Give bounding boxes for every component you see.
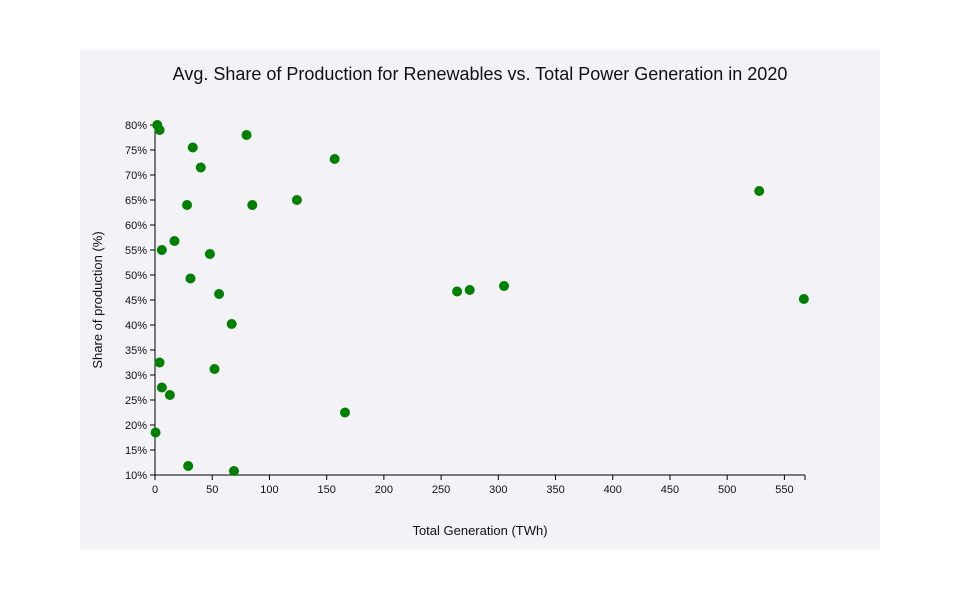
y-tick-label: 30% bbox=[125, 370, 147, 382]
y-tick-label: 65% bbox=[125, 195, 147, 207]
x-axis-title: Total Generation (TWh) bbox=[412, 523, 547, 538]
y-tick-label: 75% bbox=[125, 145, 147, 157]
data-point[interactable] bbox=[329, 154, 340, 164]
y-axis-title: Share of production (%) bbox=[90, 231, 105, 368]
data-point[interactable] bbox=[499, 281, 510, 291]
x-tick-label: 200 bbox=[375, 484, 393, 496]
x-tick-label: 100 bbox=[260, 484, 278, 496]
data-point[interactable] bbox=[226, 319, 237, 329]
data-point[interactable] bbox=[154, 125, 165, 135]
y-tick-label: 40% bbox=[125, 320, 147, 332]
data-point[interactable] bbox=[150, 427, 161, 438]
x-axis: 0 50 100 150 200 250 300 350 400 450 500 550 bbox=[152, 474, 806, 496]
y-axis: 10% 15% 20% 25% 30% 35% 40% 45% 50% 55% 60% 65% 70% 7… bbox=[125, 120, 156, 482]
data-point[interactable] bbox=[204, 249, 215, 259]
y-tick-label: 50% bbox=[125, 270, 147, 282]
data-point[interactable] bbox=[464, 285, 475, 295]
x-tick-label: 350 bbox=[546, 484, 564, 496]
data-point[interactable] bbox=[214, 289, 225, 299]
data-point[interactable] bbox=[241, 130, 252, 140]
data-points bbox=[150, 120, 809, 476]
y-tick-label: 10% bbox=[125, 470, 147, 482]
data-point[interactable] bbox=[798, 294, 809, 304]
y-tick-label: 25% bbox=[125, 395, 147, 407]
data-point[interactable] bbox=[187, 142, 198, 153]
data-point[interactable] bbox=[154, 357, 165, 368]
y-tick-label: 70% bbox=[125, 170, 147, 182]
data-point[interactable] bbox=[183, 461, 194, 471]
data-point[interactable] bbox=[164, 390, 175, 400]
data-point[interactable] bbox=[754, 186, 765, 196]
data-point[interactable] bbox=[247, 200, 258, 210]
y-tick-label: 35% bbox=[125, 345, 147, 357]
x-tick-label: 550 bbox=[775, 484, 793, 496]
x-tick-label: 400 bbox=[604, 484, 622, 496]
x-tick-label: 50 bbox=[206, 484, 218, 496]
x-tick-label: 450 bbox=[661, 484, 679, 496]
data-point[interactable] bbox=[291, 195, 302, 205]
data-point[interactable] bbox=[452, 286, 463, 297]
y-tick-label: 15% bbox=[125, 445, 147, 457]
x-tick-label: 0 bbox=[152, 484, 158, 496]
x-tick-label: 300 bbox=[489, 484, 507, 496]
data-point[interactable] bbox=[185, 273, 196, 284]
y-tick-label: 80% bbox=[125, 120, 147, 132]
x-tick-label: 500 bbox=[718, 484, 736, 496]
chart-title: Avg. Share of Production for Renewables … bbox=[173, 64, 788, 84]
data-point[interactable] bbox=[169, 236, 180, 246]
x-tick-label: 250 bbox=[432, 484, 450, 496]
data-point[interactable] bbox=[195, 162, 206, 173]
scatter-chart: Avg. Share of Production for Renewables … bbox=[90, 64, 809, 538]
y-tick-label: 60% bbox=[125, 220, 147, 232]
y-tick-label: 20% bbox=[125, 420, 147, 432]
data-point[interactable] bbox=[156, 382, 167, 393]
y-tick-label: 55% bbox=[125, 245, 147, 257]
data-point[interactable] bbox=[209, 364, 220, 374]
chart-panel: Avg. Share of Production for Renewables … bbox=[80, 50, 880, 550]
data-point[interactable] bbox=[339, 407, 350, 418]
data-point[interactable] bbox=[182, 200, 193, 210]
data-point[interactable] bbox=[156, 245, 167, 255]
y-tick-label: 45% bbox=[125, 295, 147, 307]
data-point[interactable] bbox=[228, 466, 239, 476]
x-tick-label: 150 bbox=[317, 484, 335, 496]
